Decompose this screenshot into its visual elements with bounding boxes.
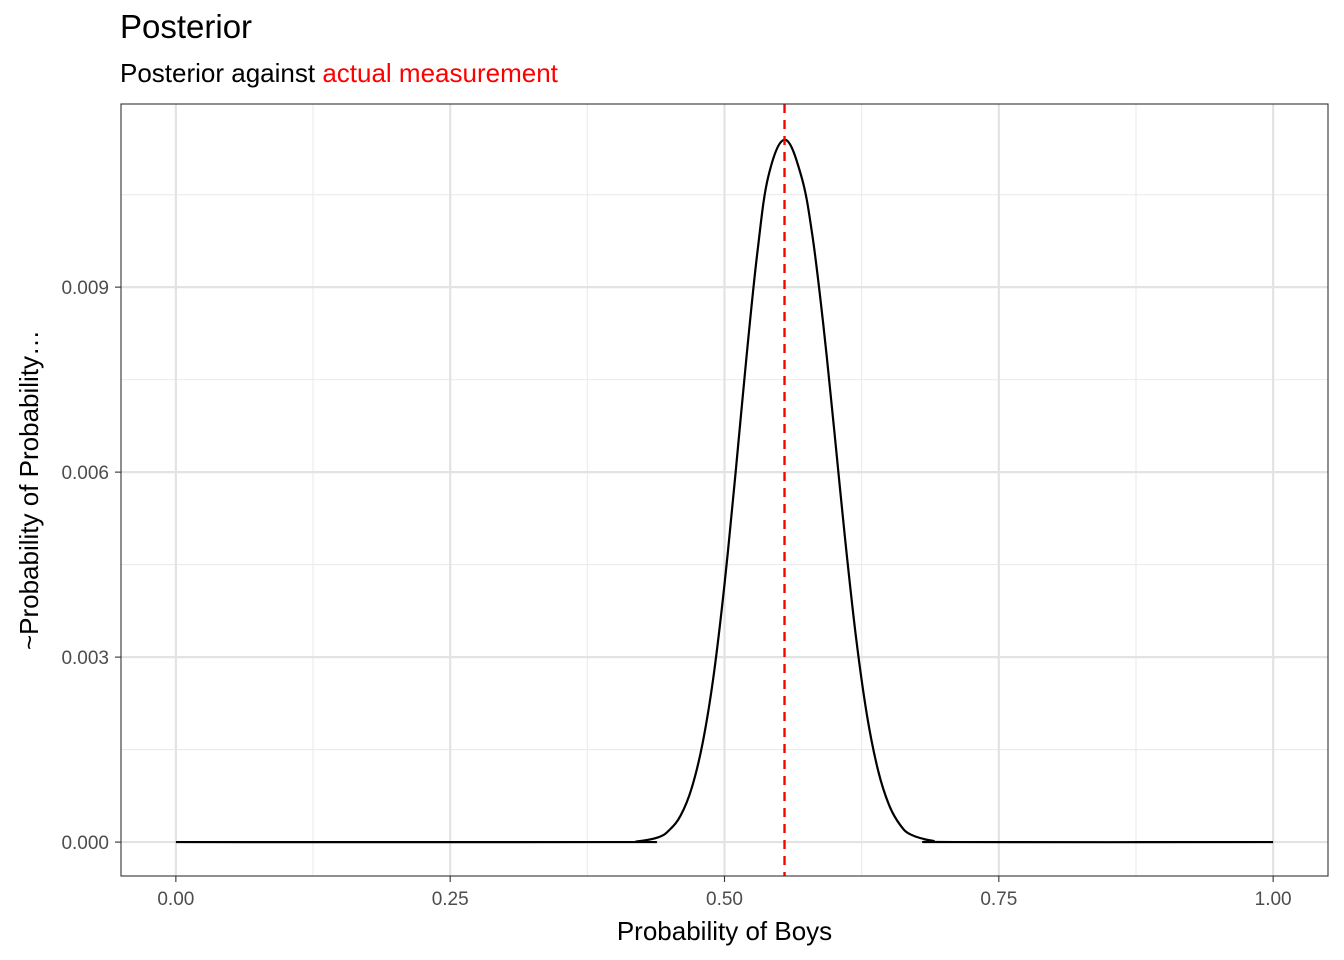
y-axis: 0.000 0.003 0.006 0.009 <box>61 278 121 854</box>
x-tick-label: 0.50 <box>706 889 743 910</box>
subtitle-highlight: actual measurement <box>322 58 558 88</box>
subtitle-text: Posterior against <box>120 58 323 88</box>
x-tick-label: 0.25 <box>432 889 469 910</box>
chart-title: Posterior <box>120 8 253 45</box>
y-tick-label: 0.009 <box>61 278 109 299</box>
x-tick-label: 1.00 <box>1255 889 1292 910</box>
series-line <box>175 138 1274 844</box>
x-axis: 0.00 0.25 0.50 0.75 1.00 <box>157 876 1292 910</box>
y-tick-label: 0.006 <box>61 463 109 484</box>
x-tick-label: 0.75 <box>980 889 1017 910</box>
chart-subtitle: Posterior against actual measurement <box>120 58 558 89</box>
x-axis-title: Probability of Boys <box>617 916 832 946</box>
major-grid <box>121 104 1328 876</box>
series-layer <box>175 138 1274 844</box>
y-tick-label: 0.000 <box>61 833 109 854</box>
y-axis-title: ~Probability of Probability… <box>14 330 44 650</box>
x-tick-label: 0.00 <box>157 889 194 910</box>
y-tick-label: 0.003 <box>61 648 109 669</box>
